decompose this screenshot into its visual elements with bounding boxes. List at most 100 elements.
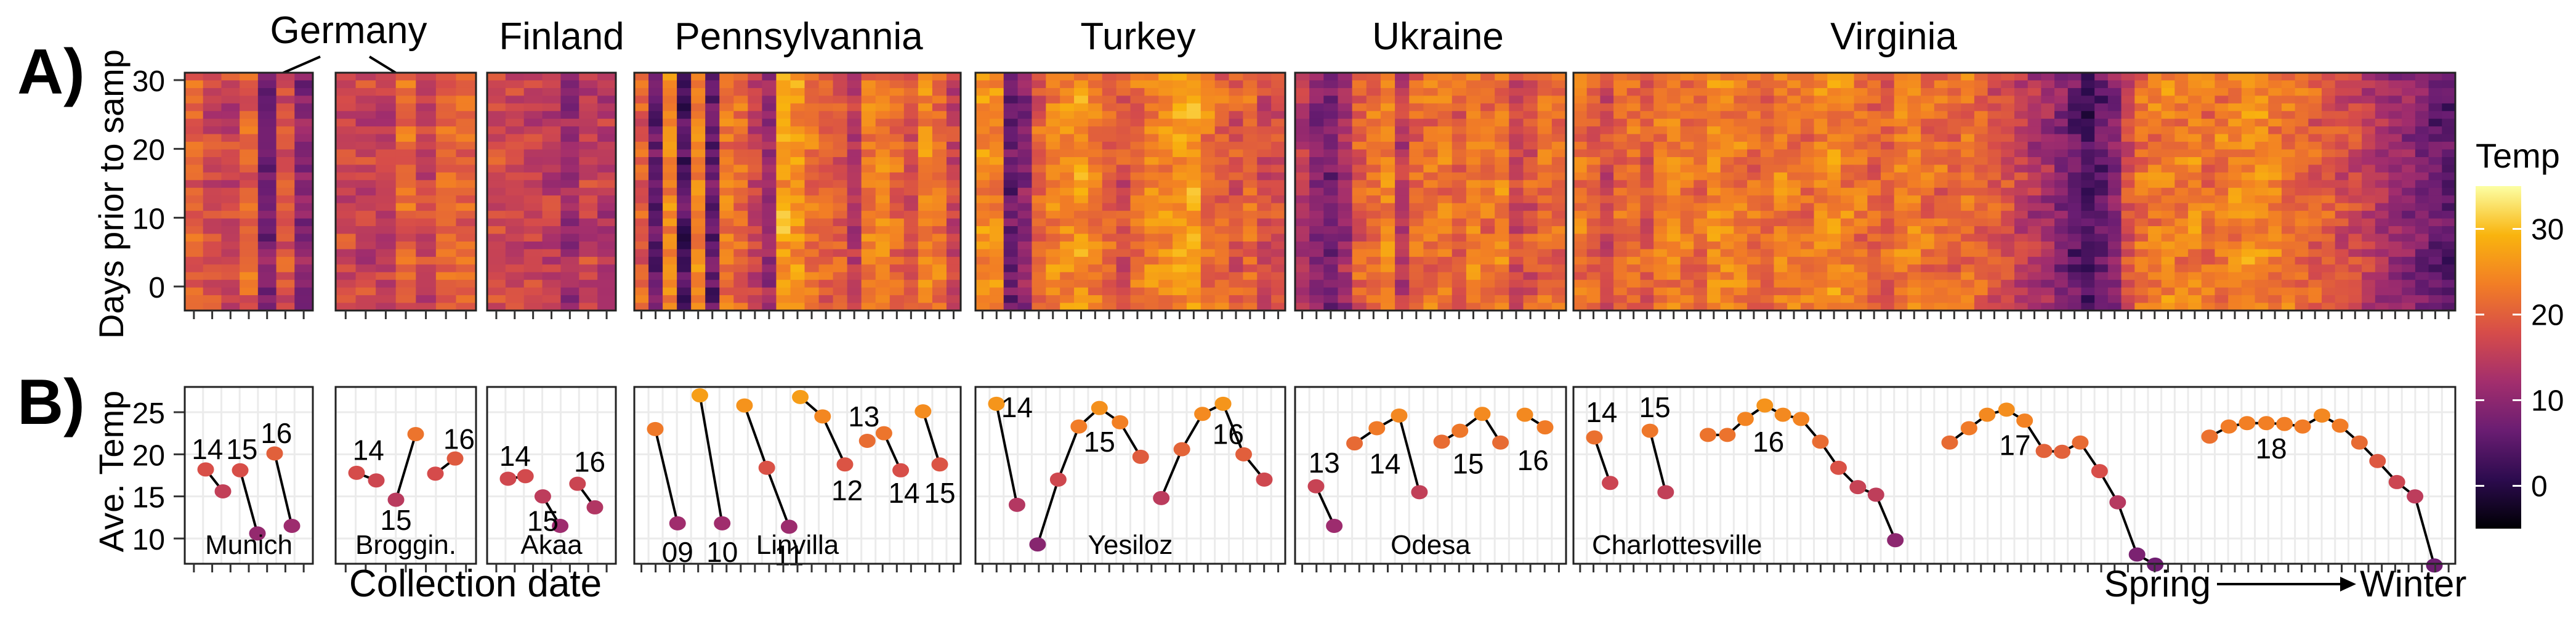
heatmap-cell — [1747, 203, 1761, 211]
heatmap-cell — [185, 103, 204, 112]
heatmap-cell — [1840, 103, 1855, 112]
heatmap-cell — [1787, 264, 1801, 273]
heatmap-cell — [1060, 249, 1075, 258]
heatmap-cell — [1466, 211, 1481, 219]
heatmap-cell — [416, 195, 437, 204]
heatmap-cell — [989, 241, 1004, 250]
heatmap-cell — [1814, 249, 1828, 258]
heatmap-cell — [2054, 211, 2069, 219]
heatmap-cell — [719, 149, 734, 158]
heatmap-cell — [1653, 142, 1668, 150]
heatmap-cell — [1380, 87, 1395, 96]
heatmap-cell — [505, 180, 525, 189]
heatmap-cell — [1130, 80, 1145, 89]
heatmap-cell — [1017, 87, 1033, 96]
heatmap-cell — [1144, 195, 1159, 204]
heatmap-cell — [1480, 165, 1495, 173]
heatmap-cell — [376, 149, 397, 158]
heatmap-cell — [1032, 264, 1046, 273]
heatmap-cell — [1186, 303, 1201, 311]
heatmap-cell — [2014, 280, 2029, 288]
heatmap-cell — [903, 218, 919, 227]
heatmap-cell — [1088, 165, 1103, 173]
heatmap-cell — [705, 256, 720, 265]
heatmap-cell — [1214, 203, 1230, 211]
heatmap-cell — [1680, 241, 1694, 250]
heatmap-cell — [185, 287, 204, 296]
heatmap-cell — [1613, 165, 1628, 173]
heatmap-cell — [1600, 156, 1614, 166]
heatmap-cell — [1074, 80, 1089, 89]
heatmap-cell — [1947, 187, 1961, 196]
heatmap-cell — [1452, 165, 1467, 173]
heatmap-cell — [294, 187, 313, 196]
heatmap-cell — [1680, 295, 1694, 304]
heatmap-cell — [1881, 218, 1895, 227]
heatmap-cell — [240, 256, 259, 265]
heatmap-cell — [1409, 234, 1424, 242]
heatmap-cell — [1694, 165, 1708, 173]
heatmap-cell — [2014, 149, 2029, 158]
heatmap-cell — [719, 87, 734, 96]
heatmap-cell — [1921, 303, 1935, 311]
heatmap-cell — [1309, 234, 1324, 242]
heatmap-cell — [2348, 241, 2362, 250]
heatmap-cell — [1626, 226, 1641, 235]
heatmap-cell — [790, 96, 806, 104]
heatmap-cell — [203, 103, 222, 112]
heatmap-cell — [505, 142, 525, 150]
heatmap-cell — [1934, 280, 1948, 288]
heatmap-cell — [1409, 149, 1424, 158]
heatmap-cell — [2255, 218, 2269, 227]
heatmap-cell — [1626, 303, 1641, 311]
heatmap-cell — [376, 241, 397, 250]
heatmap-cell — [2415, 172, 2429, 181]
heatmap-cell — [2215, 280, 2229, 288]
heatmap-cell — [2027, 226, 2041, 235]
heatmap-cell — [395, 80, 416, 89]
heatmap-cell — [523, 287, 543, 296]
heatmap-cell — [2081, 203, 2095, 211]
heatmap-cell — [487, 264, 506, 273]
heatmap-cell — [2054, 256, 2069, 265]
heatmap-cell — [875, 272, 890, 280]
heatmap-cell — [1907, 264, 1921, 273]
heatmap-cell — [1867, 73, 1881, 81]
heatmap-cell — [1774, 172, 1788, 181]
heatmap-cell — [1961, 126, 1975, 135]
heatmap-cell — [2322, 195, 2336, 204]
heatmap-cell — [2174, 180, 2189, 189]
heatmap-cell — [918, 87, 933, 96]
heatmap-cell — [2001, 264, 2015, 273]
heatmap-cell — [2215, 303, 2229, 311]
heatmap-cell — [2388, 180, 2402, 189]
heatmap-cell — [1130, 303, 1145, 311]
heatmap-cell — [376, 280, 397, 288]
heatmap-cell — [705, 156, 720, 166]
heatmap-cell — [2134, 234, 2149, 242]
heatmap-cell — [2255, 226, 2269, 235]
heatmap-cell — [1480, 126, 1495, 135]
heatmap-cell — [1032, 103, 1046, 112]
heatmap-cell — [276, 87, 295, 96]
heatmap-cell — [1423, 234, 1439, 242]
heatmap-cell — [648, 303, 663, 311]
heatmap-cell — [1573, 126, 1588, 135]
heatmap-cell — [719, 172, 734, 181]
heatmap-cell — [1600, 96, 1614, 104]
heatmap-cell — [1380, 126, 1395, 135]
heatmap-cell — [1509, 241, 1524, 250]
heatmap-cell — [705, 87, 720, 96]
heatmap-cell — [1395, 234, 1410, 242]
heatmap-cell — [1480, 149, 1495, 158]
heatmap-cell — [861, 180, 876, 189]
heatmap-cell — [1523, 211, 1538, 219]
heatmap-cell — [2428, 203, 2442, 211]
heatmap-cell — [2308, 80, 2322, 89]
heatmap-cell — [416, 287, 437, 296]
heatmap-cell — [1706, 180, 1721, 189]
heatmap-cell — [918, 103, 933, 112]
heatmap-cell — [1173, 287, 1187, 296]
heatmap-cell — [336, 111, 357, 120]
heatmap-cell — [762, 149, 777, 158]
